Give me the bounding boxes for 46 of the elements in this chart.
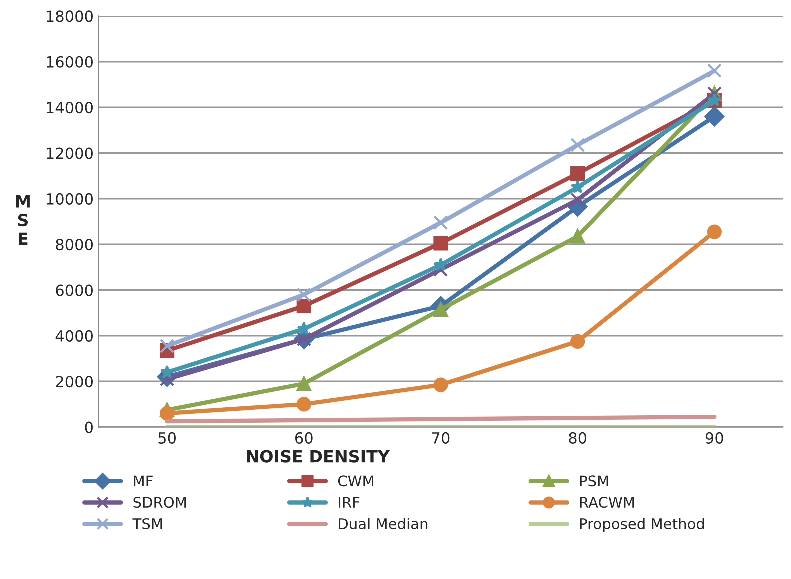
point xyxy=(296,288,312,302)
point xyxy=(570,229,586,244)
y-tick-label: 6000 xyxy=(56,284,93,296)
y-tick-label: 10000 xyxy=(47,193,93,205)
point xyxy=(296,298,312,314)
legend-label: RACWM xyxy=(580,497,634,508)
y-tick-label: 4000 xyxy=(56,330,93,342)
legend-label: Proposed Method xyxy=(580,518,704,532)
x-tick-label: 90 xyxy=(706,432,724,444)
x-tick-label: 60 xyxy=(295,432,313,444)
y-tick-label: 12000 xyxy=(47,148,93,160)
legend-label: CWM xyxy=(338,476,374,487)
legend-label: MF xyxy=(134,476,153,486)
point xyxy=(296,397,312,412)
point xyxy=(570,166,586,182)
point xyxy=(160,338,175,354)
x-tick-label: 80 xyxy=(569,432,587,444)
legend-label: TSM xyxy=(132,518,162,530)
y-tick-label: 14000 xyxy=(47,102,93,114)
y-axis-title: MSE xyxy=(16,196,30,246)
point xyxy=(570,334,586,349)
point xyxy=(434,262,448,278)
point xyxy=(704,106,725,127)
point xyxy=(434,216,448,230)
y-tick-label: 0 xyxy=(85,422,93,434)
point xyxy=(434,236,448,251)
point xyxy=(434,258,448,272)
legend-label: Dual Median xyxy=(339,518,428,530)
point xyxy=(570,138,586,153)
x-tick-label: 70 xyxy=(432,432,450,444)
x-axis-title: NOISE DENSITY xyxy=(247,450,390,463)
point xyxy=(296,376,312,392)
point xyxy=(707,224,722,240)
point xyxy=(707,64,722,78)
y-tick-label: 16000 xyxy=(47,56,93,68)
point xyxy=(297,322,312,336)
y-tick-label: 8000 xyxy=(56,239,93,251)
point xyxy=(570,180,585,194)
legend-label: PSM xyxy=(580,476,608,487)
x-tick-label: 50 xyxy=(158,432,176,444)
legend-label: IRF xyxy=(339,497,360,508)
point xyxy=(160,406,175,421)
legend-label: SDROM xyxy=(134,497,186,508)
y-tick-label: 18000 xyxy=(47,10,93,22)
y-tick-label: 2000 xyxy=(56,376,93,388)
point xyxy=(434,378,448,392)
